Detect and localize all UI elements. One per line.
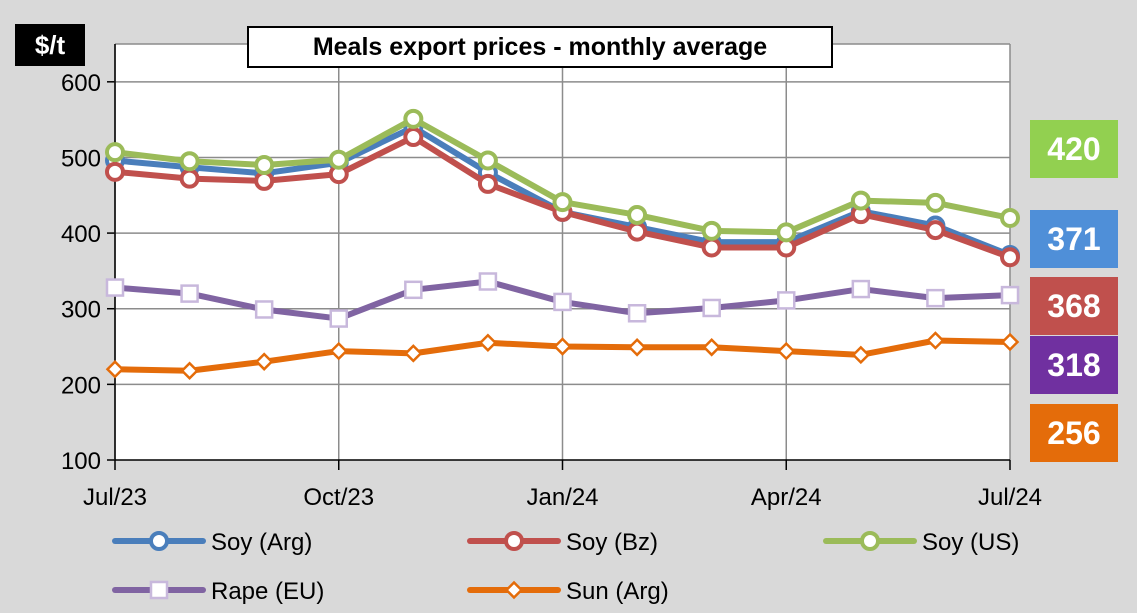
data-point-soy-bz	[925, 220, 946, 241]
legend-marker-sun-arg	[504, 580, 524, 600]
y-tick-label: 100	[61, 448, 101, 475]
y-axis-unit-label: $/t	[15, 24, 85, 66]
data-point-sun-arg	[254, 352, 274, 371]
end-label-soy-arg: 371	[1030, 210, 1118, 268]
legend-marker-soy-bz	[504, 531, 524, 551]
data-point-rape-eu	[1000, 285, 1020, 305]
data-point-rape-eu	[105, 278, 125, 297]
y-tick-label: 300	[61, 297, 101, 324]
data-point-soy-bz	[477, 173, 498, 194]
data-point-soy-us	[627, 204, 648, 225]
data-point-rape-eu	[777, 291, 796, 310]
data-point-rape-eu	[404, 280, 423, 300]
data-point-sun-arg	[926, 331, 945, 350]
data-point-rape-eu	[553, 292, 572, 312]
legend-marker-soy-arg	[149, 531, 169, 551]
legend-label-soy-us: Soy (US)	[922, 529, 1019, 556]
legend-marker-rape-eu	[149, 580, 169, 600]
data-point-sun-arg	[702, 338, 721, 357]
y-tick-label: 600	[61, 70, 101, 97]
legend-label-rape-eu: Rape (EU)	[211, 578, 324, 605]
legend-label-sun-arg: Sun (Arg)	[566, 578, 669, 605]
data-point-soy-us	[179, 151, 200, 172]
x-tick-label: Jul/24	[978, 484, 1042, 511]
end-label-soy-bz: 368	[1030, 277, 1118, 335]
legend-item-soy-bz: Soy (Bz)	[467, 529, 658, 556]
legend-item-rape-eu: Rape (EU)	[112, 578, 324, 605]
data-point-soy-us	[552, 192, 573, 213]
y-tick-label: 400	[61, 221, 101, 248]
data-point-soy-us	[925, 192, 946, 213]
data-point-soy-us	[254, 155, 275, 176]
data-point-sun-arg	[776, 341, 796, 361]
data-point-soy-us	[701, 220, 722, 241]
x-tick-label: Oct/23	[303, 484, 374, 511]
legend-item-sun-arg: Sun (Arg)	[467, 578, 669, 605]
end-label-sun-arg: 256	[1030, 404, 1118, 462]
x-tick-label: Apr/24	[751, 484, 822, 511]
series-sun-arg	[105, 331, 1020, 381]
data-point-sun-arg	[1000, 332, 1020, 352]
y-tick-label: 500	[61, 145, 101, 172]
end-label-soy-us: 420	[1030, 120, 1118, 178]
data-point-rape-eu	[851, 279, 871, 299]
data-point-sun-arg	[553, 337, 572, 356]
data-point-rape-eu	[478, 272, 498, 291]
legend-marker-soy-us	[860, 531, 880, 551]
data-point-rape-eu	[627, 304, 647, 323]
data-point-soy-us	[477, 150, 498, 171]
data-point-soy-bz	[1000, 247, 1020, 268]
data-point-soy-bz	[403, 127, 424, 148]
series-soy-us	[105, 108, 1020, 243]
data-point-rape-eu	[180, 284, 199, 303]
data-point-soy-us	[1000, 207, 1020, 228]
x-tick-label: Jan/24	[526, 484, 598, 511]
data-point-soy-us	[776, 222, 797, 243]
data-point-soy-bz	[701, 237, 722, 258]
data-point-sun-arg	[180, 361, 199, 381]
data-point-sun-arg	[329, 341, 349, 361]
data-point-soy-bz	[254, 170, 275, 191]
end-label-rape-eu: 318	[1030, 336, 1118, 394]
y-tick-label: 200	[61, 372, 101, 399]
data-point-rape-eu	[329, 309, 348, 328]
data-point-sun-arg	[478, 333, 498, 353]
legend-label-soy-arg: Soy (Arg)	[211, 529, 312, 556]
data-point-sun-arg	[851, 345, 871, 365]
data-point-rape-eu	[926, 288, 945, 308]
chart-title: Meals export prices - monthly average	[247, 26, 833, 68]
x-tick-label: Jul/23	[83, 484, 147, 511]
data-point-soy-us	[105, 142, 125, 163]
data-point-sun-arg	[105, 359, 125, 379]
data-point-rape-eu	[254, 300, 274, 319]
series-rape-eu	[105, 272, 1020, 328]
data-point-sun-arg	[627, 338, 647, 357]
data-point-soy-bz	[627, 221, 648, 242]
data-point-soy-bz	[179, 168, 200, 189]
data-point-soy-bz	[105, 161, 125, 182]
legend-item-soy-arg: Soy (Arg)	[112, 529, 312, 556]
data-point-soy-us	[850, 190, 871, 211]
data-point-sun-arg	[404, 344, 423, 363]
legend-label-soy-bz: Soy (Bz)	[566, 529, 658, 556]
data-point-rape-eu	[702, 298, 721, 318]
data-point-soy-us	[328, 149, 349, 170]
data-point-soy-us	[403, 108, 424, 129]
legend-item-soy-us: Soy (US)	[823, 529, 1019, 556]
